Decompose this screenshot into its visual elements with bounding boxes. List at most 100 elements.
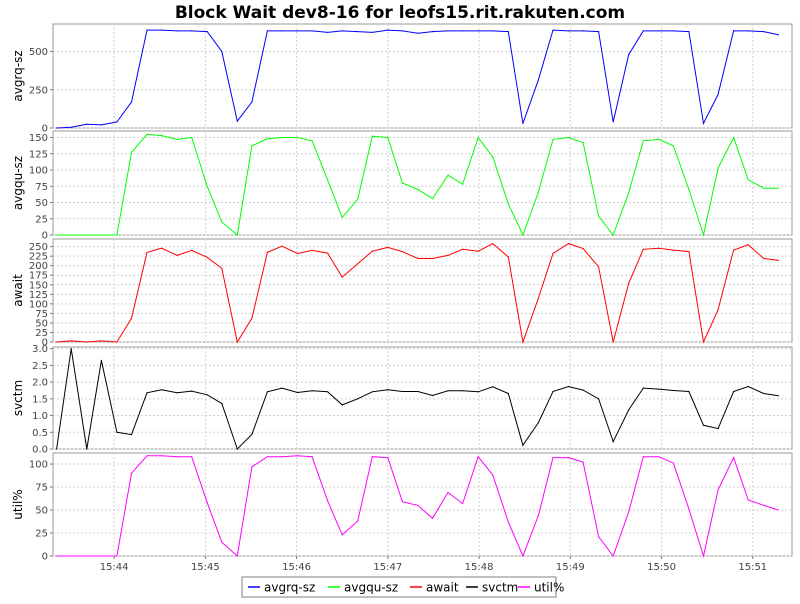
data-point-util% bbox=[702, 555, 705, 557]
data-point-avgrq-sz bbox=[327, 31, 329, 33]
data-point-util% bbox=[191, 456, 193, 458]
data-point-svctm bbox=[296, 391, 299, 394]
data-point-avgqu-sz bbox=[371, 135, 373, 137]
data-point-avgrq-sz bbox=[130, 101, 133, 103]
data-point-await bbox=[717, 309, 719, 311]
panel-avgqu-sz-ytick-label: 50 bbox=[35, 198, 48, 209]
data-point-svctm bbox=[688, 390, 690, 393]
data-point-avgqu-sz bbox=[161, 135, 163, 137]
data-point-util% bbox=[236, 555, 238, 557]
data-point-await bbox=[221, 267, 223, 269]
panel-util%-ytick-label: 0 bbox=[42, 552, 48, 563]
data-point-avgqu-sz bbox=[70, 234, 72, 236]
data-point-avgrq-sz bbox=[86, 123, 88, 125]
data-point-svctm bbox=[447, 390, 449, 392]
data-point-await bbox=[70, 340, 72, 342]
data-point-await bbox=[387, 246, 389, 248]
data-point-util% bbox=[281, 456, 283, 458]
data-point-util% bbox=[567, 457, 570, 459]
data-point-await bbox=[477, 250, 479, 252]
data-point-await bbox=[341, 276, 343, 278]
legend-label-util%: util% bbox=[534, 581, 564, 595]
data-point-avgrq-sz bbox=[116, 121, 118, 123]
data-point-svctm bbox=[161, 389, 163, 391]
data-point-await bbox=[628, 282, 630, 284]
data-point-svctm bbox=[266, 391, 268, 393]
data-point-svctm bbox=[341, 404, 343, 406]
data-point-svctm bbox=[763, 392, 765, 395]
data-point-await bbox=[236, 341, 238, 343]
data-point-await bbox=[281, 245, 283, 247]
data-point-await bbox=[431, 257, 434, 260]
panel-avgqu-sz-ytick-label: 100 bbox=[29, 166, 48, 177]
data-point-avgrq-sz bbox=[537, 79, 540, 81]
data-point-svctm bbox=[777, 395, 779, 397]
data-point-avgqu-sz bbox=[341, 216, 343, 218]
panel-util%-ytick-label: 50 bbox=[35, 506, 48, 517]
data-point-avgqu-sz bbox=[552, 138, 554, 140]
data-point-svctm bbox=[206, 394, 208, 396]
data-point-avgqu-sz bbox=[477, 136, 479, 139]
data-point-await bbox=[642, 248, 644, 250]
panel-svctm-ytick-label: 1.5 bbox=[32, 394, 48, 405]
data-point-avgqu-sz bbox=[431, 198, 434, 200]
panel-await-ytick-label: 200 bbox=[29, 261, 48, 272]
data-point-avgqu-sz bbox=[702, 234, 705, 236]
data-point-avgqu-sz bbox=[116, 234, 118, 236]
data-point-avgrq-sz bbox=[251, 101, 253, 103]
data-point-await bbox=[567, 243, 570, 245]
data-point-svctm bbox=[56, 448, 58, 450]
data-point-util% bbox=[417, 504, 419, 506]
panel-svctm-ytick-label: 3.0 bbox=[32, 344, 48, 355]
data-point-avgqu-sz bbox=[357, 198, 359, 200]
data-point-util% bbox=[70, 555, 72, 557]
legend-label-avgrq-sz: avgrq-sz bbox=[264, 581, 315, 595]
panel-await-ytick-label: 150 bbox=[29, 280, 48, 291]
data-point-avgqu-sz bbox=[717, 167, 719, 169]
data-point-util% bbox=[747, 499, 749, 501]
data-point-await bbox=[311, 249, 313, 251]
panel-svctm-ytick-label: 0.5 bbox=[32, 428, 48, 439]
x-tick-label: 15:47 bbox=[373, 562, 402, 573]
data-point-avgrq-sz bbox=[281, 30, 283, 32]
panel-await-frame bbox=[52, 238, 793, 343]
data-point-svctm bbox=[717, 428, 719, 430]
data-point-avgqu-sz bbox=[417, 188, 419, 191]
panel-await-ylabel: await bbox=[11, 274, 25, 307]
data-point-util% bbox=[296, 455, 299, 457]
data-point-await bbox=[688, 251, 690, 253]
data-point-avgrq-sz bbox=[628, 54, 630, 56]
data-point-avgqu-sz bbox=[401, 182, 403, 184]
data-point-avgrq-sz bbox=[191, 30, 193, 32]
data-point-svctm bbox=[567, 385, 570, 388]
data-point-avgrq-sz bbox=[357, 31, 359, 33]
data-point-util% bbox=[612, 555, 614, 557]
data-point-await bbox=[357, 263, 359, 265]
x-tick-label: 15:49 bbox=[556, 562, 585, 573]
data-point-svctm bbox=[522, 444, 524, 446]
panel-avgqu-sz-ylabel: avgqu-sz bbox=[11, 156, 25, 210]
data-point-await bbox=[251, 317, 253, 319]
data-point-svctm bbox=[733, 390, 735, 393]
data-point-util% bbox=[733, 457, 735, 459]
data-point-svctm bbox=[507, 392, 509, 395]
data-point-avgqu-sz bbox=[176, 138, 178, 140]
panel-await-ytick-label: 25 bbox=[35, 328, 48, 339]
x-tick-label: 15:51 bbox=[738, 562, 767, 573]
x-tick-label: 15:45 bbox=[191, 562, 220, 573]
data-point-avgrq-sz bbox=[507, 31, 509, 33]
panel-avgrq-sz-ytick-label: 250 bbox=[29, 85, 48, 96]
data-point-avgqu-sz bbox=[206, 185, 208, 187]
data-point-svctm bbox=[281, 387, 283, 389]
data-point-avgqu-sz bbox=[296, 136, 299, 139]
data-point-util% bbox=[522, 555, 524, 557]
panel-util%-ytick-label: 100 bbox=[29, 460, 48, 471]
data-point-svctm bbox=[537, 422, 540, 424]
data-point-util% bbox=[311, 456, 313, 458]
data-point-svctm bbox=[146, 392, 148, 394]
panel-avgqu-sz-ytick-label: 75 bbox=[35, 182, 48, 193]
data-point-await bbox=[116, 341, 118, 343]
data-point-avgrq-sz bbox=[642, 30, 644, 32]
data-point-svctm bbox=[176, 392, 178, 394]
